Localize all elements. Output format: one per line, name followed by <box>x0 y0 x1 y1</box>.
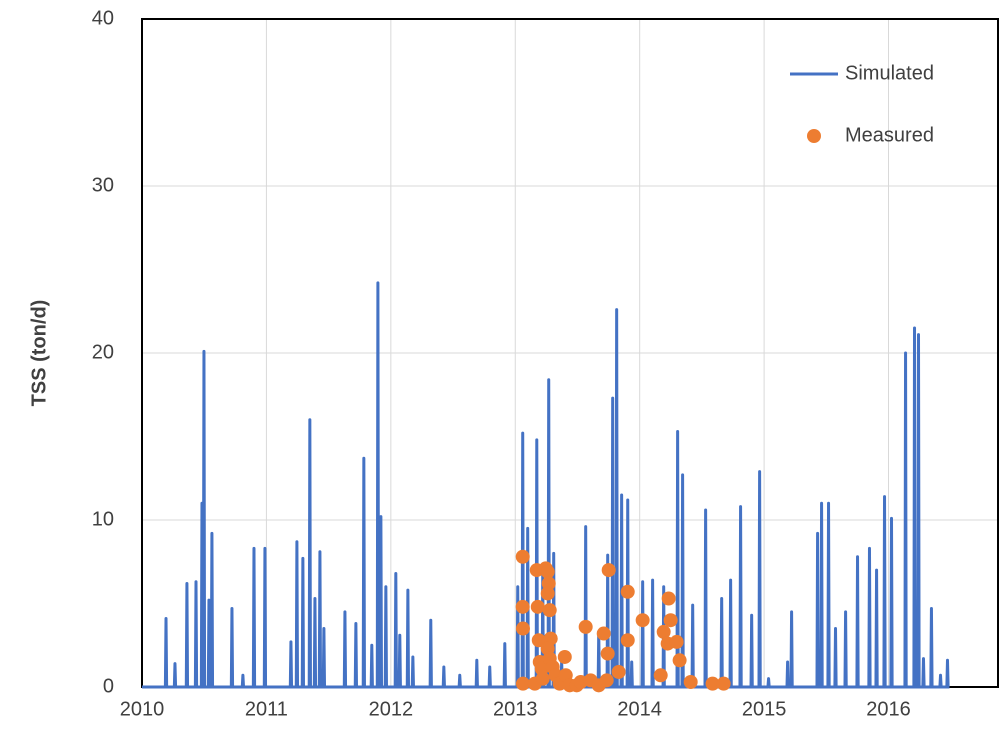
x-tick-label: 2011 <box>245 698 288 720</box>
y-tick-label: 20 <box>92 341 114 363</box>
legend-swatch <box>807 129 821 143</box>
scatter-point <box>656 624 671 639</box>
scatter-point <box>557 649 572 664</box>
scatter-point <box>600 646 615 661</box>
legend-label: Measured <box>845 124 934 146</box>
x-tick-label: 2016 <box>866 698 911 720</box>
scatter-point <box>515 599 530 614</box>
y-tick-label: 10 <box>92 508 114 530</box>
scatter-point <box>542 603 557 618</box>
x-tick-label: 2014 <box>617 698 662 720</box>
x-tick-label: 2012 <box>369 698 414 720</box>
scatter-point <box>705 676 720 691</box>
legend-label: Simulated <box>845 62 934 84</box>
y-tick-label: 0 <box>103 675 114 697</box>
x-tick-label: 2013 <box>493 698 538 720</box>
series-line <box>142 281 950 689</box>
scatter-point <box>530 599 545 614</box>
scatter-point <box>669 634 684 649</box>
scatter-point <box>620 584 635 599</box>
scatter-point <box>535 671 550 686</box>
scatter-point <box>683 674 698 689</box>
y-axis-label: TSS (ton/d) <box>28 300 50 407</box>
x-tick-label: 2010 <box>120 698 165 720</box>
scatter-point <box>540 586 555 601</box>
scatter-point <box>653 668 668 683</box>
scatter-point <box>599 673 614 688</box>
scatter-point <box>635 613 650 628</box>
scatter-point <box>661 591 676 606</box>
y-tick-label: 30 <box>92 174 114 196</box>
scatter-point <box>515 676 530 691</box>
y-tick-label: 40 <box>92 7 114 29</box>
scatter-point <box>515 549 530 564</box>
scatter-point <box>578 619 593 634</box>
scatter-point <box>663 613 678 628</box>
scatter-point <box>540 564 555 579</box>
scatter-point <box>716 676 731 691</box>
x-tick-label: 2015 <box>742 698 787 720</box>
scatter-point <box>611 664 626 679</box>
scatter-point <box>596 626 611 641</box>
scatter-point <box>515 621 530 636</box>
scatter-point <box>672 653 687 668</box>
scatter-point <box>531 633 546 648</box>
scatter-point <box>601 563 616 578</box>
scatter-point <box>620 633 635 648</box>
